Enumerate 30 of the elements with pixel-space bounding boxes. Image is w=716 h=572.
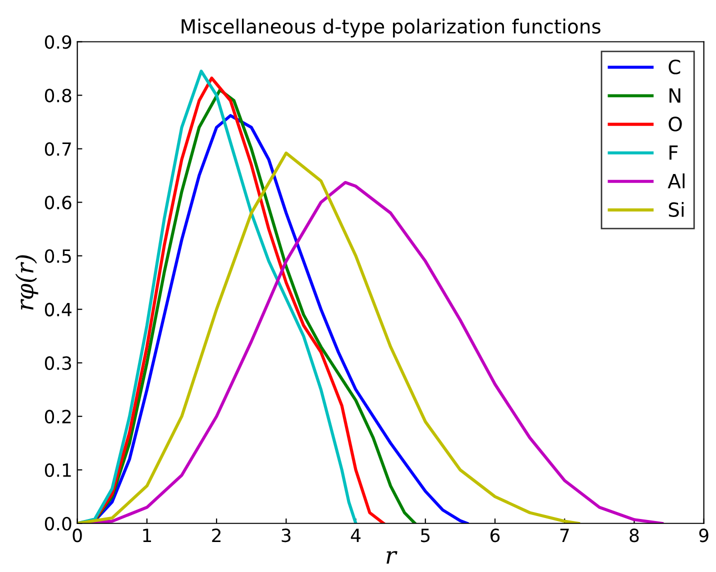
y-tick-label: 0.8 [44,88,72,102]
x-tick-label: 7 [560,528,569,542]
y-tick-label: 0.0 [44,516,72,530]
x-tick-label: 5 [421,528,430,542]
y-tick-label: 0.4 [44,302,72,316]
x-tick-label: 9 [699,528,708,542]
y-tick-label: 0.6 [44,196,72,210]
legend-label: N [670,88,680,103]
x-tick-label: 1 [143,528,152,542]
x-tick-label: 4 [350,528,361,542]
legend-label: Al [668,173,685,188]
x-tick-label: 2 [212,528,220,542]
y-axis-title: rφ(r) [15,255,38,310]
y-tick-label: 0.9 [44,35,72,49]
y-tick-label: 0.3 [44,356,72,370]
legend-label: F [670,145,678,160]
x-tick-label: 0 [72,528,82,542]
x-axis-title: r [386,551,398,564]
legend-label: C [668,60,680,74]
x-tick-label: 8 [630,528,639,542]
x-tick-label: 6 [490,528,500,542]
legend-label: O [668,116,682,132]
chart-title: Miscellaneous d-type polarization functions [182,18,600,38]
legend-label: Si [668,202,684,218]
line-series [77,152,580,524]
x-tick-label: 3 [282,528,290,542]
y-tick-label: 0.1 [44,463,71,477]
y-tick-label: 0.2 [44,410,71,424]
y-tick-label: 0.5 [44,249,71,263]
y-tick-label: 0.7 [44,142,71,156]
